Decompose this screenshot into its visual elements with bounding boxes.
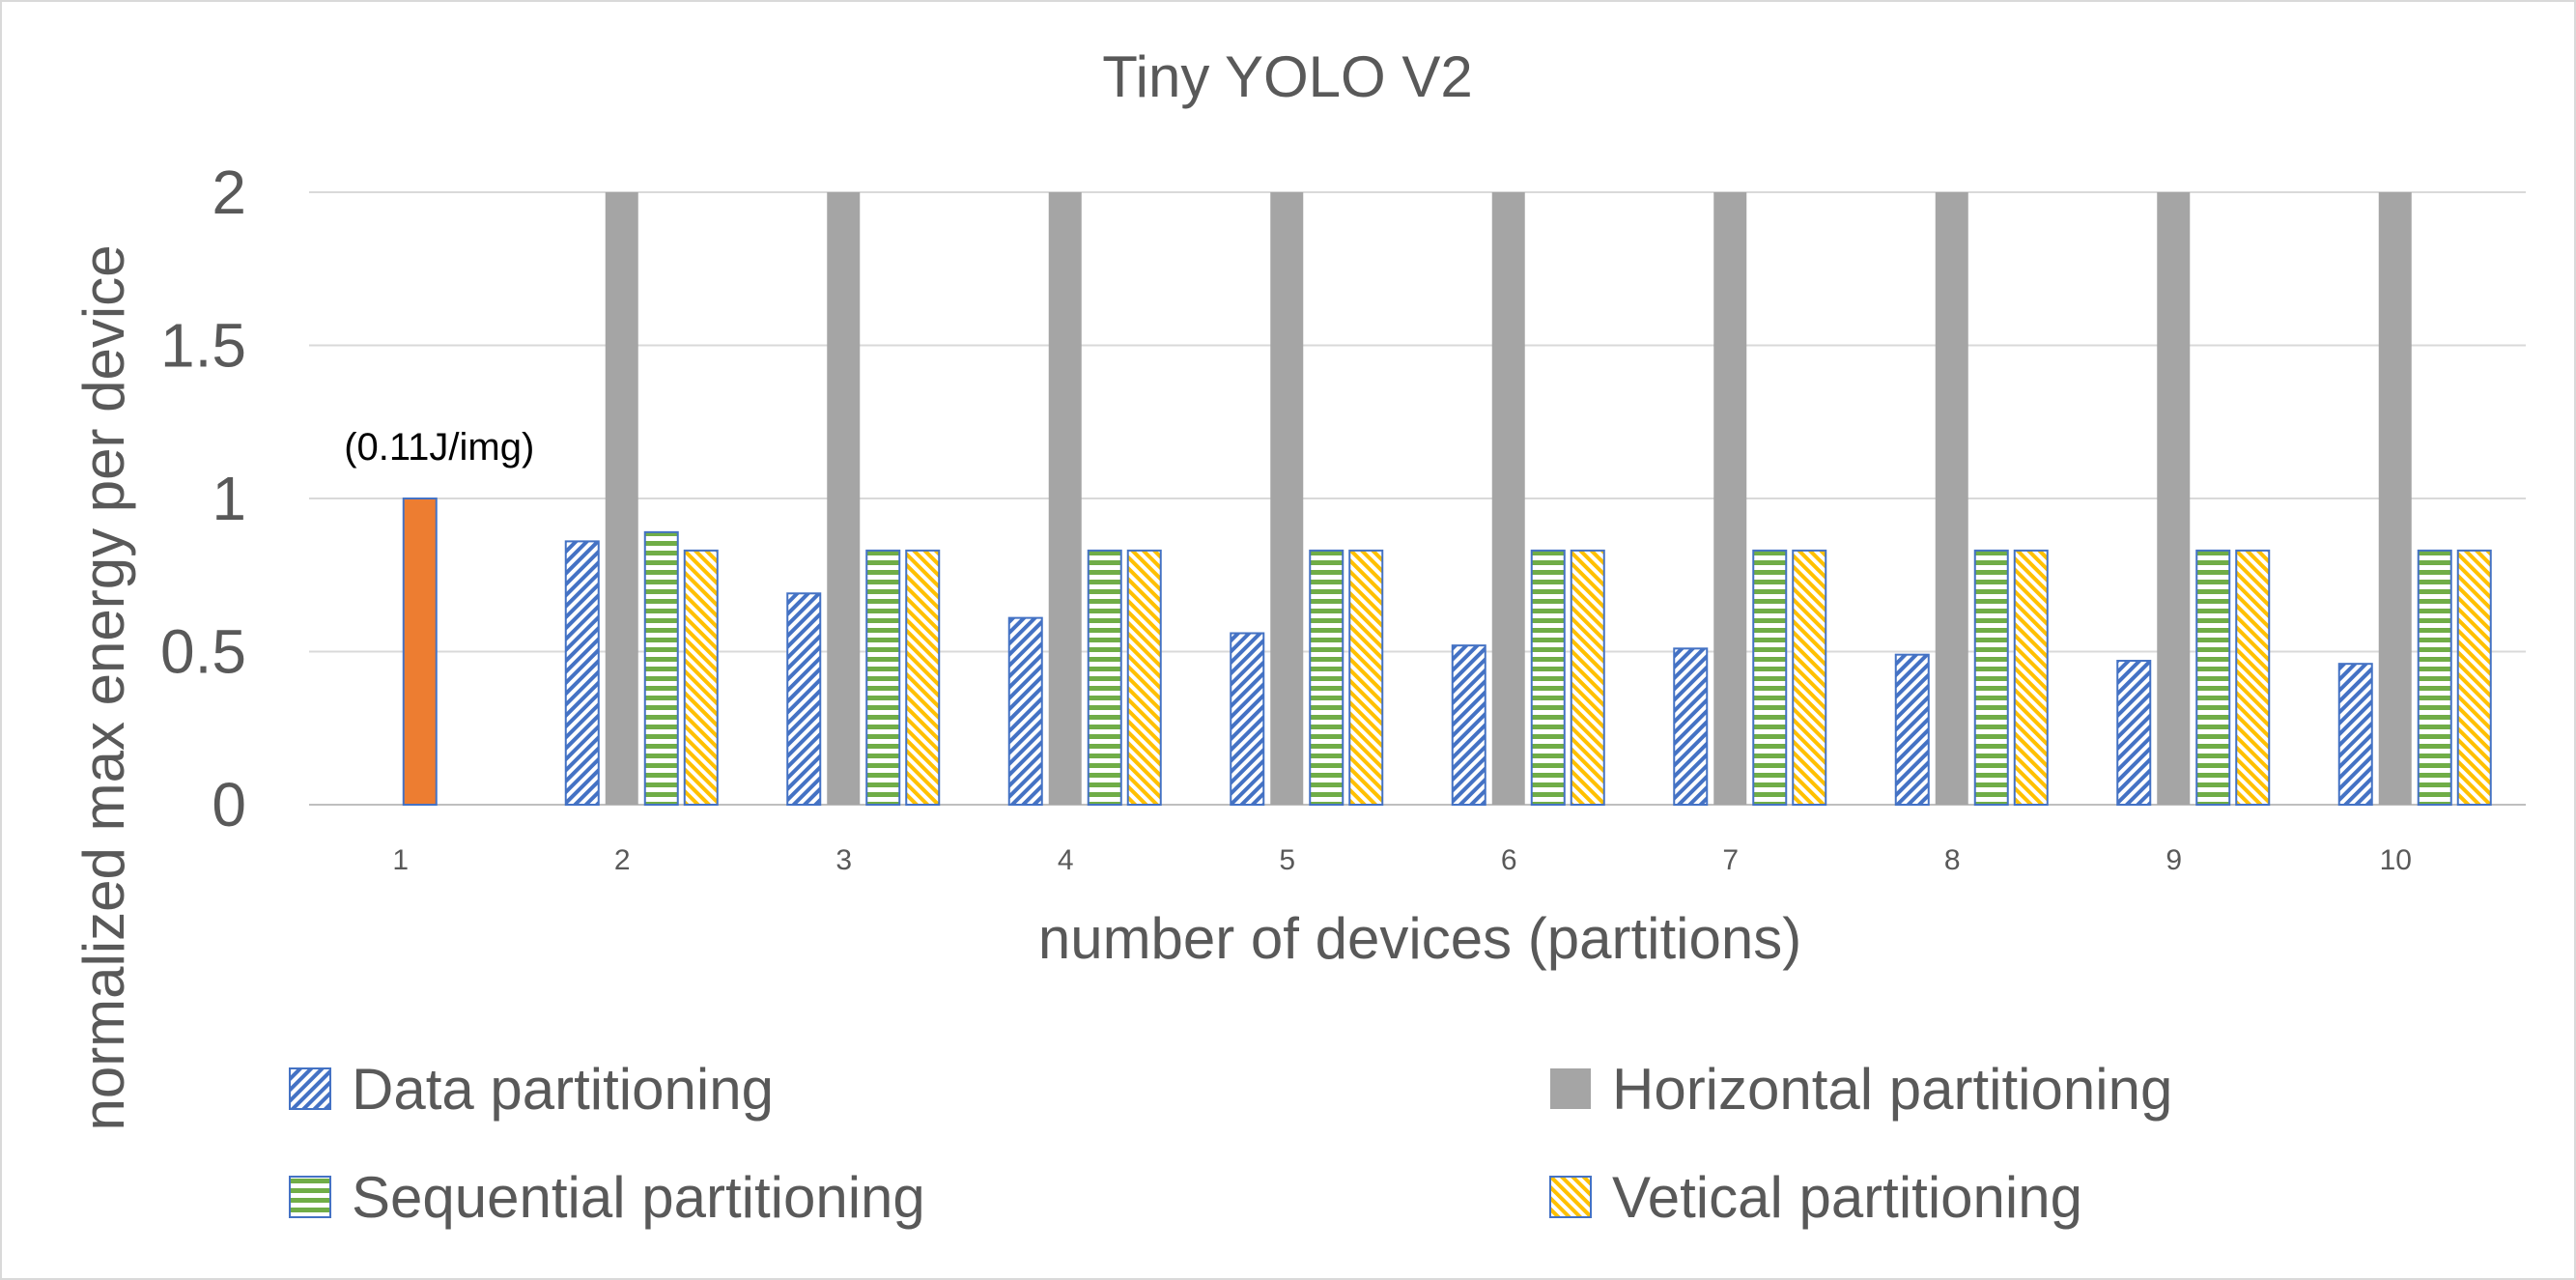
bar-sequential-partitioning [1309,549,1345,806]
x-tick-label: 7 [1722,844,1739,876]
legend-swatch [289,1176,331,1218]
bar-sequential-partitioning [2417,549,2452,806]
y-tick-label: 0 [212,770,246,839]
x-tick-label: 3 [835,844,852,876]
x-tick-label: 9 [2166,844,2182,876]
legend-label: Horizontal partitioning [1612,1057,2172,1122]
bar-vetical-partitioning [2013,549,2049,806]
bar-sequential-partitioning [1752,549,1788,806]
bar-horizontal-partitioning [1935,192,1968,805]
bar-sequential-partitioning [1973,549,2009,806]
bar-vetical-partitioning [2235,549,2271,806]
y-axis-label: normalized max energy per device [71,244,136,1130]
energy-annotation: (0.11J/img) [344,426,534,469]
bar-sequential-partitioning [865,549,901,806]
bar-horizontal-partitioning [1270,192,1304,805]
y-axis-ticks: 0 0.5 1 1.5 2 [160,157,246,839]
bar-data-partitioning [2116,660,2152,807]
legend-swatch [1549,1176,1592,1218]
bar-data-partitioning [1451,644,1486,806]
legend-swatch [289,1067,331,1110]
y-tick-label: 1.5 [160,311,246,381]
y-tick-label: 2 [212,157,246,227]
x-tick-label: 1 [392,844,409,876]
legend: Data partitioning Horizontal partitioning… [289,1057,2172,1230]
x-tick-label: 2 [614,844,631,876]
legend-label: Sequential partitioning [352,1165,925,1230]
bar-data-partitioning [786,592,822,807]
bar-horizontal-partitioning [2157,192,2191,805]
bar-horizontal-partitioning [1491,192,1525,805]
bar-vetical-partitioning [1792,549,1827,806]
chart-title: Tiny YOLO V2 [1102,44,1473,109]
x-axis-ticks: 1 2 3 4 5 6 7 8 9 10 [392,844,2412,876]
bar-data-partitioning [1894,653,1930,806]
bar-data-partitioning [2337,663,2373,806]
bar-data-partitioning [1673,647,1709,807]
bar-vetical-partitioning [905,549,941,806]
bar-data-partitioning [1230,632,1265,806]
x-tick-label: 5 [1279,844,1295,876]
x-tick-label: 6 [1501,844,1517,876]
y-tick-label: 0.5 [160,617,246,687]
bars [402,192,2492,807]
x-tick-label: 8 [1944,844,1961,876]
bar-horizontal-partitioning [1048,192,1082,805]
bar-horizontal-partitioning [1713,192,1747,805]
bar-sequential-partitioning [1530,549,1566,806]
bar-vetical-partitioning [2456,549,2492,806]
bar-vetical-partitioning [1126,549,1162,806]
bar-vetical-partitioning [683,549,719,806]
bar-sequential-partitioning [1087,549,1122,806]
legend-label: Data partitioning [352,1057,774,1122]
bar-data-partitioning [564,540,600,806]
bar-sequential-partitioning [643,530,679,806]
legend-swatch [1550,1068,1591,1109]
bar-vetical-partitioning [1570,549,1605,806]
bar-single-device [402,498,438,806]
bar-horizontal-partitioning [605,192,638,805]
legend-label: Vetical partitioning [1612,1165,2082,1230]
bar-vetical-partitioning [1348,549,1384,806]
bar-horizontal-partitioning [827,192,861,805]
y-tick-label: 1 [212,464,246,533]
x-axis-label: number of devices (partitions) [1038,906,1801,971]
bar-horizontal-partitioning [2378,192,2412,805]
bar-sequential-partitioning [2195,549,2231,806]
bar-data-partitioning [1007,616,1043,806]
x-tick-label: 4 [1058,844,1074,876]
x-tick-label: 10 [2380,844,2412,876]
